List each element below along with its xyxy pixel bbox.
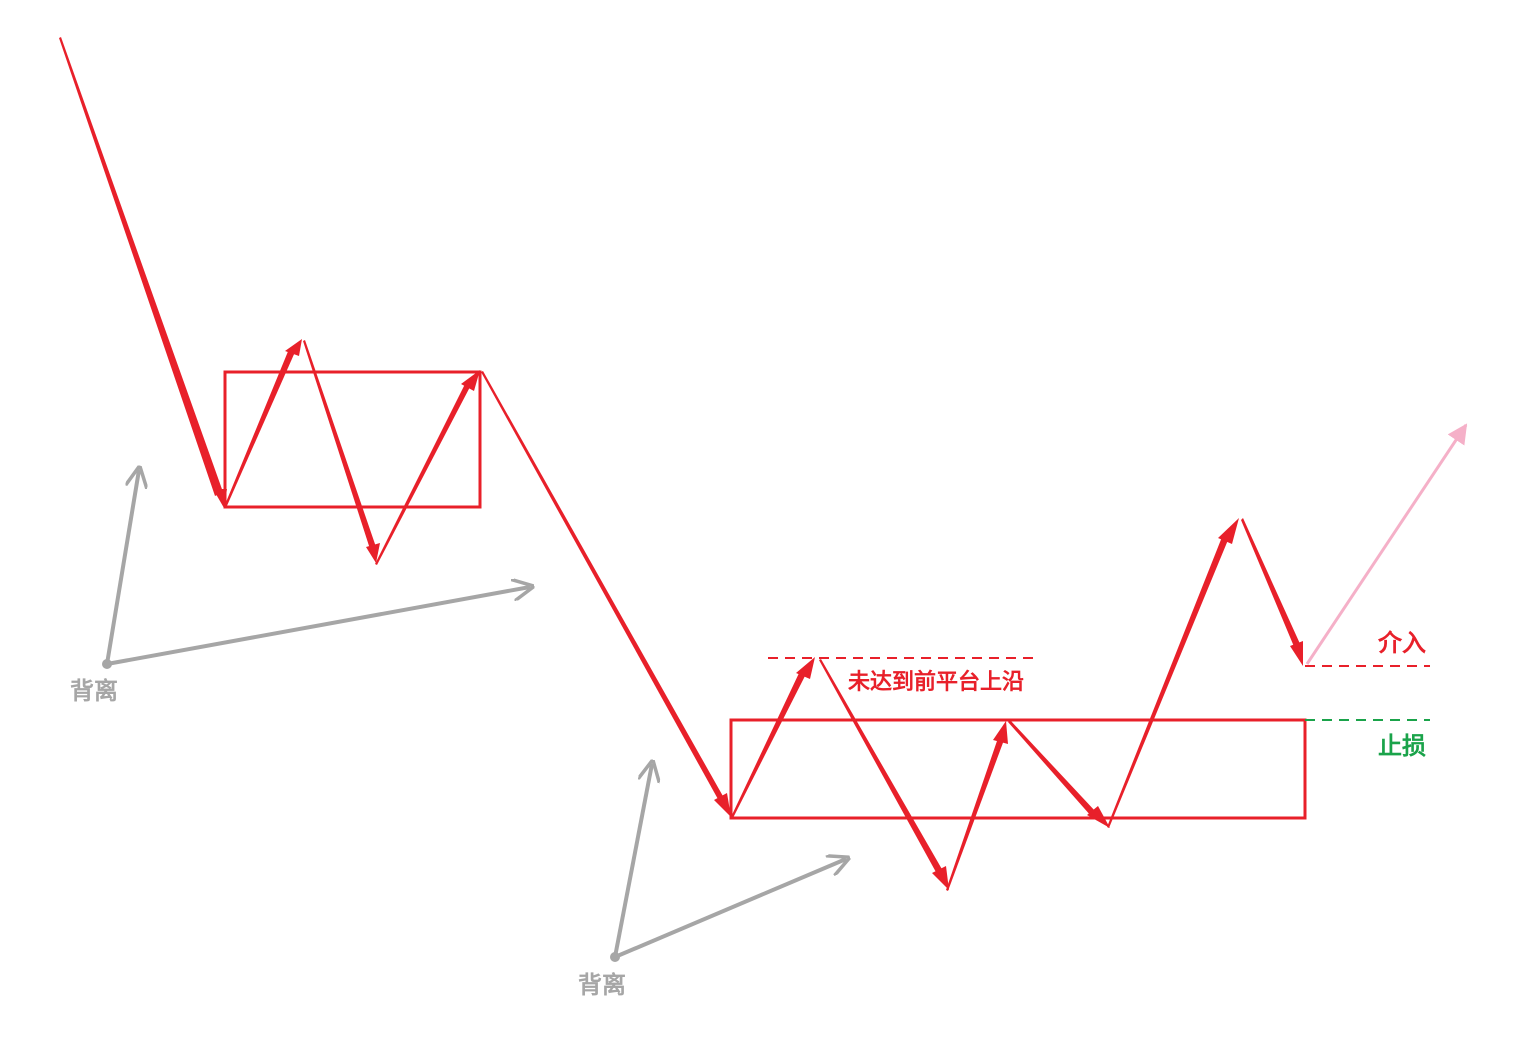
price-leg (481, 371, 724, 801)
price-leg (375, 382, 471, 565)
price-leg (1008, 720, 1096, 816)
price-leg (1087, 806, 1110, 828)
divergence-origin-dot (102, 659, 112, 669)
divergence-arrow-right (614, 859, 846, 959)
price-leg (224, 349, 295, 508)
price-leg (366, 543, 380, 563)
divergence-label-2: 背离 (578, 971, 626, 999)
price-leg (731, 671, 806, 818)
price-path (59, 37, 1303, 891)
price-leg (993, 721, 1008, 744)
price-leg (819, 659, 943, 874)
divergence-arrow-right (106, 587, 530, 666)
divergence-indicator-2 (610, 764, 846, 962)
divergence-origin-dot (610, 952, 620, 962)
stop-loss-label: 止损 (1378, 732, 1426, 760)
price-leg (303, 340, 376, 549)
price-leg (1107, 537, 1228, 828)
divergence-arrow-up (105, 470, 139, 665)
price-leg (59, 37, 223, 496)
price-leg (932, 866, 949, 890)
divergence-arrow-up (613, 764, 652, 958)
price-leg (461, 370, 480, 391)
divergence-label-1: 背离 (70, 677, 118, 705)
platform-box-1 (223, 370, 482, 509)
price-leg (1218, 518, 1239, 544)
projected-rise-arrow (1305, 423, 1468, 665)
price-leg (1290, 641, 1303, 666)
below-prior-top-label: 未达到前平台上沿 (848, 669, 1024, 695)
price-leg (1241, 518, 1301, 649)
price-leg (796, 657, 815, 679)
platform-box-2 (729, 718, 1307, 820)
price-leg (213, 489, 227, 508)
price-leg (946, 738, 1004, 891)
price-leg (714, 793, 731, 817)
price-leg (285, 339, 302, 356)
divergence-indicator-1 (102, 470, 530, 669)
entry-label: 介入 (1377, 629, 1426, 657)
